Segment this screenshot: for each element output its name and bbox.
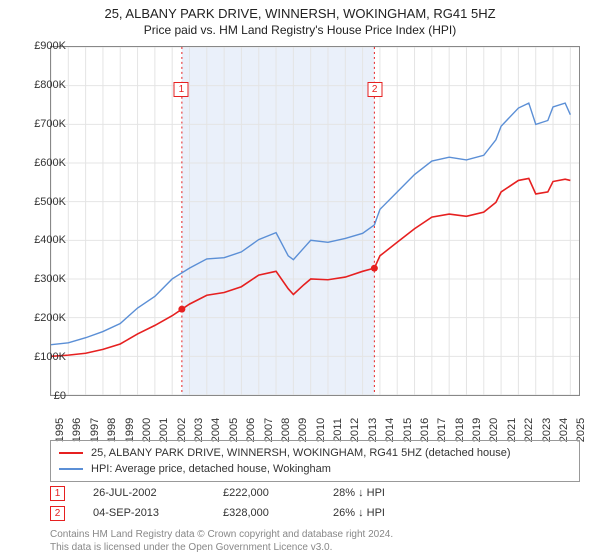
ytick-label: £900K	[20, 40, 66, 52]
sales-row: 1 26-JUL-2002 £222,000 28% ↓ HPI	[50, 483, 453, 503]
xtick-label: 2011	[332, 418, 344, 442]
legend: 25, ALBANY PARK DRIVE, WINNERSH, WOKINGH…	[50, 440, 580, 482]
xtick-label: 2009	[297, 418, 309, 442]
xtick-label: 2016	[419, 418, 431, 442]
xtick-label: 2025	[575, 418, 587, 442]
legend-label: HPI: Average price, detached house, Woki…	[91, 463, 331, 475]
sale-price: £222,000	[223, 487, 333, 499]
line-chart	[51, 47, 579, 395]
xtick-label: 2006	[245, 418, 257, 442]
xtick-label: 2012	[349, 418, 361, 442]
legend-swatch	[59, 452, 83, 454]
xtick-label: 2014	[384, 418, 396, 442]
xtick-label: 2001	[158, 418, 170, 442]
xtick-label: 2002	[176, 418, 188, 442]
xtick-label: 1995	[54, 418, 66, 442]
xtick-label: 2024	[558, 418, 570, 442]
xtick-label: 2020	[488, 418, 500, 442]
sales-row: 2 04-SEP-2013 £328,000 26% ↓ HPI	[50, 503, 453, 523]
sale-delta: 26% ↓ HPI	[333, 507, 453, 519]
ytick-label: £300K	[20, 273, 66, 285]
xtick-label: 1999	[124, 418, 136, 442]
chart-subtitle: Price paid vs. HM Land Registry's House …	[0, 21, 600, 37]
ytick-label: £700K	[20, 118, 66, 130]
xtick-label: 2019	[471, 418, 483, 442]
xtick-label: 2000	[141, 418, 153, 442]
sale-marker-badge: 2	[367, 82, 382, 97]
legend-swatch	[59, 468, 83, 470]
xtick-label: 2017	[436, 418, 448, 442]
xtick-label: 2015	[402, 418, 414, 442]
footer-line: This data is licensed under the Open Gov…	[50, 541, 393, 554]
footer-line: Contains HM Land Registry data © Crown c…	[50, 528, 393, 541]
xtick-label: 2018	[454, 418, 466, 442]
sale-date: 04-SEP-2013	[93, 507, 223, 519]
xtick-label: 2007	[263, 418, 275, 442]
xtick-label: 1996	[71, 418, 83, 442]
plot-area	[50, 46, 580, 396]
ytick-label: £400K	[20, 234, 66, 246]
chart-container: 25, ALBANY PARK DRIVE, WINNERSH, WOKINGH…	[0, 0, 600, 560]
ytick-label: £600K	[20, 157, 66, 169]
ytick-label: £0	[20, 390, 66, 402]
xtick-label: 2005	[228, 418, 240, 442]
xtick-label: 1997	[89, 418, 101, 442]
chart-title: 25, ALBANY PARK DRIVE, WINNERSH, WOKINGH…	[0, 0, 600, 21]
xtick-label: 2010	[315, 418, 327, 442]
xtick-label: 2021	[506, 418, 518, 442]
ytick-label: £800K	[20, 79, 66, 91]
sale-marker-badge: 1	[174, 82, 189, 97]
legend-item: HPI: Average price, detached house, Woki…	[59, 461, 571, 477]
xtick-label: 1998	[106, 418, 118, 442]
xtick-label: 2003	[193, 418, 205, 442]
sale-date: 26-JUL-2002	[93, 487, 223, 499]
ytick-label: £200K	[20, 312, 66, 324]
footer: Contains HM Land Registry data © Crown c…	[50, 528, 393, 554]
sale-number-badge: 1	[50, 486, 65, 501]
xtick-label: 2004	[210, 418, 222, 442]
sales-table: 1 26-JUL-2002 £222,000 28% ↓ HPI 2 04-SE…	[50, 483, 453, 523]
legend-label: 25, ALBANY PARK DRIVE, WINNERSH, WOKINGH…	[91, 447, 511, 459]
sale-number-badge: 2	[50, 506, 65, 521]
legend-item: 25, ALBANY PARK DRIVE, WINNERSH, WOKINGH…	[59, 445, 571, 461]
ytick-label: £100K	[20, 351, 66, 363]
sale-price: £328,000	[223, 507, 333, 519]
xtick-label: 2023	[541, 418, 553, 442]
sale-delta: 28% ↓ HPI	[333, 487, 453, 499]
xtick-label: 2022	[523, 418, 535, 442]
xtick-label: 2013	[367, 418, 379, 442]
ytick-label: £500K	[20, 196, 66, 208]
xtick-label: 2008	[280, 418, 292, 442]
